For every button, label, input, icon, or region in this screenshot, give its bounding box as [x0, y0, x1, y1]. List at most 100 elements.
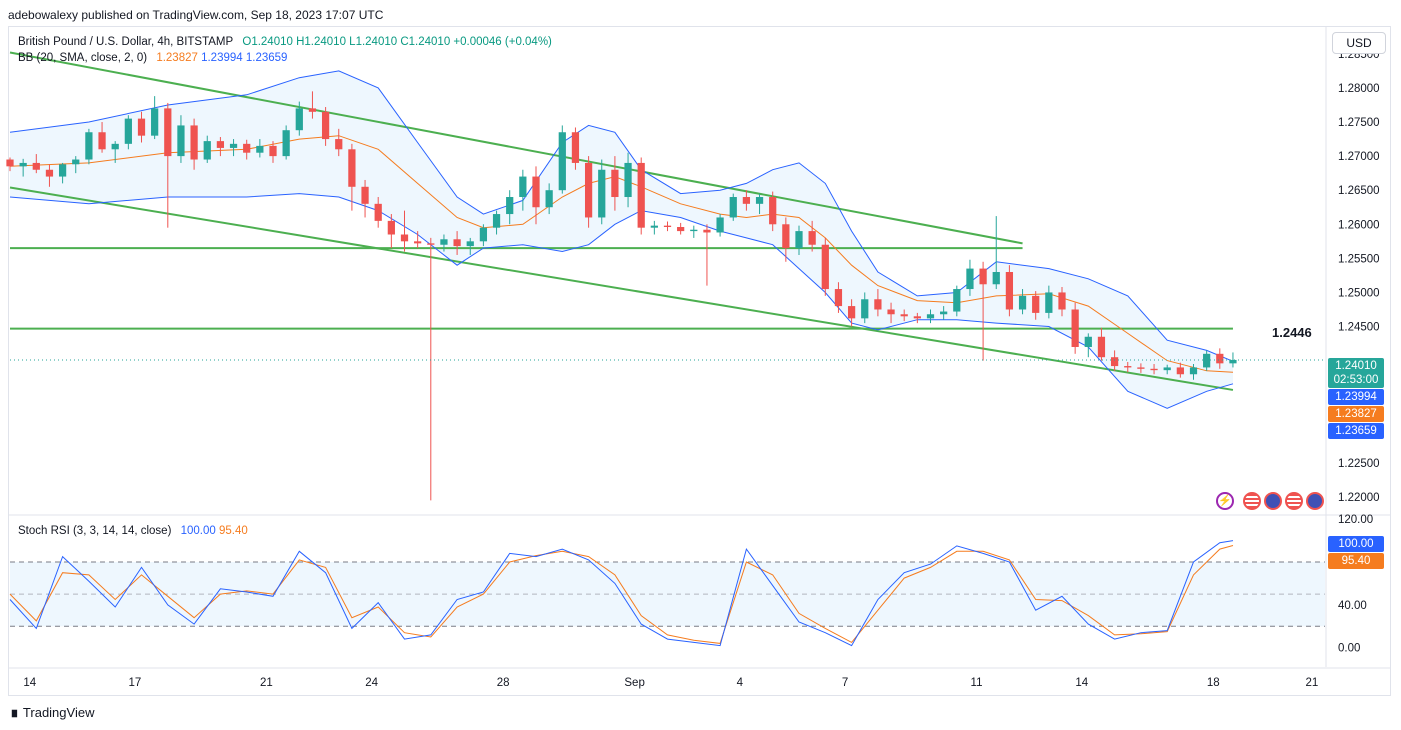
price-tick-label: 1.22500 — [1338, 458, 1380, 470]
candle-body — [703, 229, 711, 233]
candle-body — [624, 162, 632, 198]
candle-body — [19, 162, 27, 167]
time-tick-label: 18 — [1207, 677, 1220, 689]
candle-body — [821, 244, 829, 290]
time-tick-label: 28 — [497, 677, 510, 689]
price-tick-label: 1.27000 — [1338, 151, 1380, 163]
ohlc-open: O1.24010 — [242, 36, 293, 48]
candle-body — [1137, 367, 1145, 369]
us-flag-icon[interactable] — [1243, 492, 1261, 510]
bb-band-fill — [10, 70, 1233, 409]
candle-body — [637, 162, 645, 228]
candle-body — [85, 132, 93, 160]
trendline-0 — [9, 51, 1023, 245]
trendline-1 — [9, 186, 1234, 391]
candle-body — [769, 197, 777, 225]
time-tick-label: 21 — [260, 677, 273, 689]
price-tick-label: 1.24500 — [1338, 322, 1380, 334]
candle-body — [58, 164, 67, 177]
last-price-value: 1.24010 — [1335, 360, 1377, 372]
candle-body — [440, 239, 448, 245]
candle-body — [414, 241, 422, 244]
candle-body — [269, 145, 277, 157]
stoch-rsi-label[interactable]: Stoch RSI (3, 3, 14, 14, close) — [18, 525, 172, 537]
lightning-icon[interactable]: ⚡ — [1216, 492, 1234, 510]
uk-flag-icon[interactable] — [1264, 492, 1282, 510]
candle-body — [295, 108, 303, 131]
candle-body — [1018, 295, 1027, 310]
candle-body — [1071, 309, 1079, 347]
candle-body — [900, 314, 908, 317]
stoch-k-price-label: 100.00 — [1328, 536, 1384, 552]
candle-body — [1032, 295, 1040, 313]
currency-button[interactable]: USD — [1332, 32, 1386, 54]
candle-body — [137, 118, 146, 136]
candle-body — [742, 197, 751, 204]
last-price-label: 1.24010 02:53:00 — [1328, 358, 1384, 388]
candle-body — [256, 145, 264, 153]
stoch-rsi-legend[interactable]: Stoch RSI (3, 3, 14, 14, close) 100.00 9… — [18, 525, 248, 537]
tradingview-logo-icon: ∎ — [10, 704, 19, 720]
candle-body — [387, 220, 395, 235]
bb-lower-value: 1.23659 — [245, 52, 288, 64]
price-tick-label: 1.27500 — [1338, 117, 1380, 129]
candle-body — [874, 299, 882, 310]
candle-body — [427, 243, 435, 245]
ohlc-high: H1.24010 — [296, 36, 346, 48]
candle-body — [1150, 368, 1158, 371]
stoch-k-line — [9, 540, 1234, 647]
candle-body — [1163, 367, 1171, 371]
stoch-tick-label: 0.00 — [1338, 643, 1360, 655]
candle-body — [453, 239, 461, 247]
countdown-value: 02:53:00 — [1333, 374, 1379, 386]
symbol-name[interactable]: British Pound / U.S. Dollar, 4h, BITSTAM… — [18, 36, 234, 48]
bb-basis-line — [9, 135, 1234, 373]
candle-body — [124, 118, 132, 144]
ohlc-low: L1.24010 — [349, 36, 398, 48]
bb-legend[interactable]: BB (20, SMA, close, 2, 0) 1.23827 1.2399… — [18, 52, 287, 64]
time-tick-label: 24 — [365, 677, 378, 689]
price-tick-label: 1.26500 — [1338, 185, 1380, 197]
price-tick-label: 1.25000 — [1338, 287, 1380, 299]
candle-body — [400, 234, 409, 242]
publisher-header: adebowalexy published on TradingView.com… — [8, 8, 384, 22]
candle-body — [992, 272, 1000, 285]
candle-body — [571, 132, 580, 163]
candle-body — [966, 268, 974, 290]
uk-flag-icon-2[interactable] — [1306, 492, 1324, 510]
candle-body — [1058, 292, 1066, 310]
price-tick-label: 1.25500 — [1338, 253, 1380, 265]
candle-body — [755, 197, 764, 204]
candle-body — [545, 190, 553, 208]
candle-body — [782, 224, 790, 249]
symbol-legend[interactable]: British Pound / U.S. Dollar, 4h, BITSTAM… — [18, 36, 552, 48]
time-tick-label: 21 — [1305, 677, 1318, 689]
candle-body — [650, 225, 658, 228]
candle-body — [847, 306, 856, 319]
candle-body — [1110, 357, 1119, 367]
stoch-tick-label: 120.00 — [1338, 514, 1373, 526]
candle-body — [979, 268, 987, 285]
bb-lower-price-label: 1.23659 — [1328, 423, 1384, 439]
tradingview-footer[interactable]: ∎ TradingView — [10, 704, 94, 721]
bb-basis-value: 1.23827 — [156, 52, 198, 64]
candle-body — [32, 162, 40, 170]
candle-body — [361, 186, 369, 204]
candle-body — [861, 299, 869, 319]
time-tick-label: 7 — [842, 677, 848, 689]
stoch-tick-label: 40.00 — [1338, 600, 1367, 612]
candle-body — [926, 314, 935, 319]
candle-body — [216, 141, 225, 148]
candle-body — [72, 159, 80, 165]
candle-body — [203, 141, 211, 160]
bb-label[interactable]: BB (20, SMA, close, 2, 0) — [18, 52, 148, 64]
candle-body — [374, 203, 382, 221]
us-flag-icon-2[interactable] — [1285, 492, 1303, 510]
candle-body — [466, 241, 474, 247]
candle-body — [164, 108, 172, 157]
candle-body — [940, 311, 948, 315]
candle-body — [1176, 367, 1184, 375]
candle-body — [690, 229, 698, 232]
bb-upper-value: 1.23994 — [201, 52, 243, 64]
